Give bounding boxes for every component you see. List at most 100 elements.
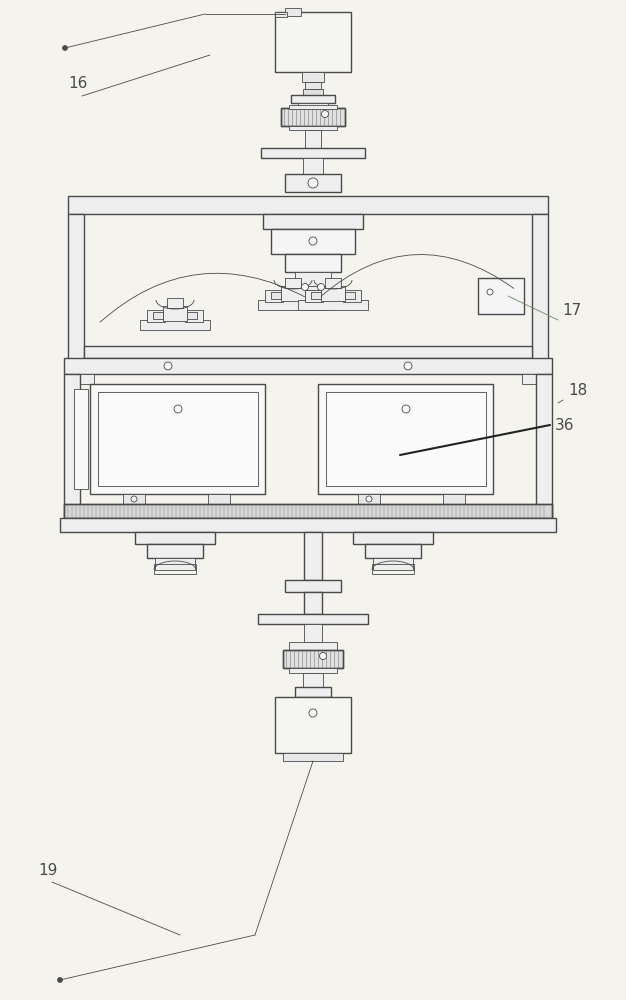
Bar bbox=[185, 310, 203, 322]
Bar bbox=[289, 668, 337, 673]
Bar bbox=[295, 687, 331, 697]
Bar bbox=[343, 290, 361, 302]
Bar bbox=[154, 564, 196, 574]
Bar bbox=[291, 95, 335, 103]
Bar bbox=[353, 532, 433, 544]
Bar bbox=[275, 12, 351, 72]
Bar bbox=[263, 214, 363, 229]
Bar bbox=[302, 72, 324, 82]
Bar bbox=[68, 196, 548, 214]
Bar bbox=[64, 504, 552, 518]
Bar bbox=[283, 650, 343, 668]
Bar bbox=[304, 624, 322, 642]
Bar bbox=[325, 278, 341, 288]
Bar bbox=[285, 174, 341, 192]
Bar bbox=[90, 384, 265, 494]
Bar bbox=[289, 126, 337, 130]
Text: 16: 16 bbox=[68, 76, 88, 91]
Bar bbox=[281, 286, 305, 301]
Bar bbox=[532, 214, 548, 364]
Bar bbox=[305, 290, 323, 302]
Bar bbox=[443, 494, 465, 504]
Bar bbox=[522, 374, 548, 384]
Circle shape bbox=[317, 284, 324, 290]
Bar bbox=[540, 196, 548, 362]
Bar bbox=[258, 300, 328, 310]
Circle shape bbox=[309, 237, 317, 245]
Bar bbox=[536, 374, 552, 519]
Circle shape bbox=[404, 362, 412, 370]
Bar bbox=[295, 272, 331, 286]
Bar bbox=[68, 214, 84, 364]
Bar bbox=[265, 290, 283, 302]
Circle shape bbox=[174, 405, 182, 413]
Bar bbox=[321, 286, 345, 301]
Circle shape bbox=[309, 709, 317, 717]
Bar bbox=[135, 532, 215, 544]
Bar bbox=[305, 130, 321, 148]
Bar bbox=[261, 148, 365, 158]
Bar bbox=[153, 312, 163, 319]
Bar bbox=[74, 389, 88, 489]
Bar bbox=[304, 592, 322, 614]
Bar bbox=[208, 494, 230, 504]
Bar bbox=[289, 105, 337, 109]
Circle shape bbox=[322, 110, 329, 117]
Bar bbox=[307, 286, 319, 298]
Circle shape bbox=[487, 289, 493, 295]
Bar bbox=[163, 306, 187, 321]
Bar bbox=[303, 673, 323, 687]
Bar bbox=[372, 564, 414, 574]
Bar bbox=[140, 320, 210, 330]
Bar bbox=[84, 346, 532, 358]
Bar bbox=[147, 310, 165, 322]
Bar bbox=[298, 103, 328, 108]
Bar bbox=[326, 392, 486, 486]
Circle shape bbox=[319, 652, 327, 660]
Bar bbox=[298, 300, 368, 310]
Bar bbox=[167, 298, 183, 308]
Bar bbox=[478, 278, 524, 314]
Bar bbox=[345, 292, 355, 299]
Circle shape bbox=[366, 496, 372, 502]
Bar bbox=[304, 532, 322, 580]
Bar bbox=[303, 158, 323, 174]
Bar bbox=[271, 292, 281, 299]
Bar bbox=[281, 108, 345, 126]
Bar bbox=[305, 292, 315, 299]
Bar bbox=[275, 697, 351, 753]
Bar bbox=[123, 494, 145, 504]
Bar bbox=[60, 518, 556, 532]
Bar bbox=[64, 358, 552, 374]
Bar bbox=[373, 558, 413, 570]
Bar bbox=[275, 12, 287, 17]
Bar bbox=[64, 374, 80, 519]
Text: 36: 36 bbox=[555, 418, 575, 433]
Circle shape bbox=[164, 362, 172, 370]
Bar bbox=[147, 544, 203, 558]
Bar bbox=[285, 254, 341, 272]
Bar bbox=[271, 229, 355, 254]
Bar bbox=[303, 290, 321, 302]
Bar bbox=[187, 312, 197, 319]
Bar bbox=[289, 642, 337, 650]
Circle shape bbox=[402, 405, 410, 413]
Text: 17: 17 bbox=[562, 303, 582, 318]
Bar bbox=[281, 108, 345, 126]
Bar bbox=[358, 494, 380, 504]
Bar bbox=[285, 580, 341, 592]
Bar bbox=[285, 8, 301, 16]
Bar bbox=[258, 614, 368, 624]
Circle shape bbox=[58, 978, 63, 982]
Bar bbox=[98, 392, 258, 486]
Bar bbox=[365, 544, 421, 558]
Circle shape bbox=[308, 178, 318, 188]
Circle shape bbox=[131, 496, 137, 502]
Text: 18: 18 bbox=[568, 383, 587, 398]
Bar bbox=[285, 278, 301, 288]
Bar bbox=[64, 504, 552, 518]
Bar bbox=[303, 89, 323, 95]
Bar bbox=[318, 384, 493, 494]
Bar bbox=[283, 753, 343, 761]
Text: 19: 19 bbox=[38, 863, 58, 878]
